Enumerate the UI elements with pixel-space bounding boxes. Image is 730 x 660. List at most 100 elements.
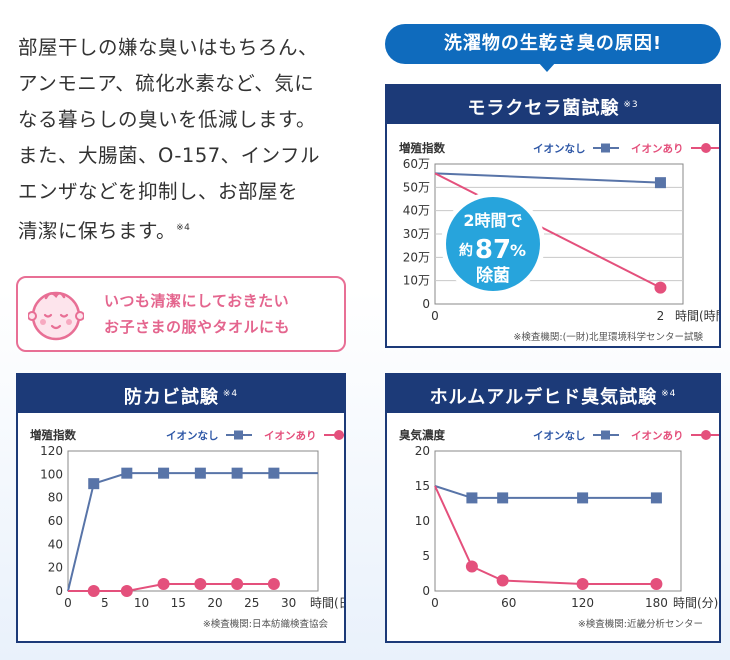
callout-line: いつも清潔にしておきたい <box>104 292 290 310</box>
x-tick-label: 120 <box>571 596 594 610</box>
data-point-no-ion <box>158 467 170 479</box>
intro-line: エンザなどを抑制し、お部屋を <box>18 180 299 203</box>
data-point-no-ion <box>577 492 589 504</box>
badge-number: 87 <box>475 235 511 265</box>
x-tick-label: 60 <box>501 596 516 610</box>
data-point-no-ion <box>497 492 509 504</box>
legend-no-ion-marker <box>601 430 610 440</box>
data-point-with-ion <box>194 578 207 590</box>
data-point-no-ion <box>121 467 133 479</box>
formaldehyde-test-panel: ホルムアルデヒド臭気試験 ※4 0 5 10 15 20 0 60 120 180 臭気濃度 時間(分… <box>385 373 721 643</box>
data-point-with-ion <box>87 585 100 597</box>
badge-circle <box>446 197 540 291</box>
data-point-no-ion <box>231 467 243 479</box>
x-axis-title: 時間(時間) <box>675 309 719 323</box>
x-tick-label: 2 <box>657 309 665 323</box>
legend-no-ion-label: イオンなし <box>166 430 219 442</box>
badge-line3: 除菌 <box>476 265 510 286</box>
intro-line: 部屋干しの嫌な臭いはもちろん、 <box>18 36 319 59</box>
x-tick-label: 25 <box>244 596 259 610</box>
y-tick-label: 60万 <box>403 157 430 171</box>
callout-text: いつも清潔にしておきたい お子さまの服やタオルにも <box>104 288 290 340</box>
y-tick-label: 40万 <box>403 204 430 218</box>
y-tick-label: 10 <box>415 514 430 528</box>
series-no-ion-line <box>434 172 661 184</box>
legend-no-ion-label: イオンなし <box>533 143 586 155</box>
panel-title-text: ホルムアルデヒド臭気試験 <box>429 387 658 408</box>
x-tick-label: 20 <box>207 596 222 610</box>
badge-line1: 2時間で <box>463 211 522 230</box>
x-axis-title: 時間(日) <box>310 596 344 610</box>
y-tick-label: 120 <box>40 444 63 458</box>
x-tick-label: 180 <box>645 596 668 610</box>
intro-note-mark: ※4 <box>176 223 191 233</box>
y-tick-label: 20 <box>48 561 63 575</box>
y-tick-label: 60 <box>48 514 63 528</box>
data-point-no-ion <box>194 467 206 479</box>
y-axis-title: 増殖指数 <box>399 141 445 155</box>
series-with-ion-line <box>434 172 661 289</box>
data-point-with-ion <box>231 578 244 590</box>
intro-line-text: 清潔に保ちます。 <box>18 219 177 243</box>
y-tick-label: 30万 <box>403 227 430 241</box>
x-tick-label: 5 <box>101 596 109 610</box>
y-tick-label: 20万 <box>403 250 430 264</box>
panel-title-note: ※3 <box>623 100 639 110</box>
y-tick-label: 100 <box>40 467 63 481</box>
panel-title-text: モラクセラ菌試験 <box>467 98 620 119</box>
y-tick-label: 20 <box>415 444 430 458</box>
y-tick-label: 0 <box>422 584 430 598</box>
y-tick-label: 80 <box>48 491 63 505</box>
intro-line: また、大腸菌、O-157、インフル <box>18 144 321 167</box>
legend-with-ion-marker <box>701 430 711 440</box>
data-point-with-ion <box>650 578 663 590</box>
y-tick-label: 50万 <box>403 180 430 194</box>
plot-frame <box>67 450 319 592</box>
legend-with-ion-marker <box>334 430 344 440</box>
intro-line: 清潔に保ちます。※4 <box>18 210 358 250</box>
intro-line: アンモニア、硫化水素など、気に <box>18 72 315 95</box>
moraxella-test-panel: モラクセラ菌試験 ※3 0 10万 20万 30万 40万 50万 60万 0 2 増殖指数時間(時… <box>385 84 721 348</box>
cause-banner-tail <box>538 62 556 72</box>
intro-text: 部屋干しの嫌な臭いはもちろん、 アンモニア、硫化水素など、気に なる暮らしの臭い… <box>18 30 358 250</box>
panel-title-text: 防カビ試験 <box>123 387 219 408</box>
callout-line: お子さまの服やタオルにも <box>104 318 291 336</box>
source-note: ※検査機関:(一財)北里環境科学センター試験 <box>513 331 703 343</box>
y-axis-title: 増殖指数 <box>30 428 76 442</box>
data-point-with-ion <box>465 560 478 573</box>
y-axis-title: 臭気濃度 <box>399 428 445 442</box>
badge-prefix: 約 <box>459 242 473 259</box>
legend-no-ion-label: イオンなし <box>533 430 586 442</box>
data-point-no-ion <box>466 492 478 504</box>
legend-no-ion-marker <box>601 143 610 153</box>
data-point-with-ion <box>120 585 133 597</box>
legend-with-ion-label: イオンあり <box>631 142 684 155</box>
data-point-with-ion <box>654 281 667 294</box>
y-tick-label: 10万 <box>403 274 430 288</box>
x-tick-label: 15 <box>171 596 186 610</box>
data-point-with-ion <box>496 574 509 587</box>
x-tick-label: 0 <box>431 309 439 323</box>
x-tick-label: 30 <box>281 596 296 610</box>
data-point-no-ion <box>650 492 662 504</box>
panel-title: 防カビ試験 ※4 <box>18 375 344 413</box>
data-point-no-ion <box>88 478 100 490</box>
source-note: ※検査機関:近畿分析センター <box>578 618 703 630</box>
panel-title: モラクセラ菌試験 ※3 <box>387 86 719 124</box>
intro-line: なる暮らしの臭いを低減します。 <box>18 108 317 131</box>
legend-no-ion-marker <box>234 430 243 440</box>
panel-title-note: ※4 <box>222 389 239 399</box>
y-tick-label: 15 <box>415 479 430 493</box>
y-tick-label: 5 <box>422 549 430 563</box>
badge-percent: % <box>510 241 526 260</box>
x-axis-title: 時間(分) <box>673 596 718 610</box>
x-tick-label: 0 <box>431 596 439 610</box>
data-point-with-ion <box>157 578 170 590</box>
data-point-no-ion <box>268 467 280 479</box>
x-tick-label: 10 <box>134 596 149 610</box>
data-point-with-ion <box>267 578 280 590</box>
y-tick-label: 0 <box>422 297 430 311</box>
